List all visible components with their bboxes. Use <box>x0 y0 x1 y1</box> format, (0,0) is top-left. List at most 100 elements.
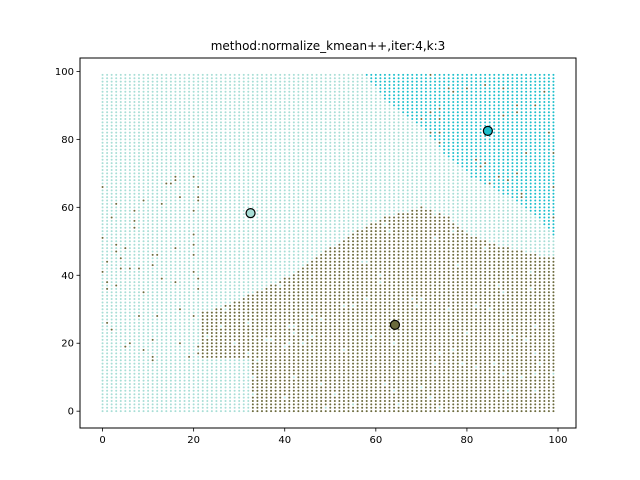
data-point <box>279 142 281 144</box>
data-point <box>320 342 322 344</box>
data-point <box>297 237 299 239</box>
data-point <box>225 407 227 409</box>
data-point <box>161 366 163 368</box>
data-point <box>133 400 135 402</box>
data-point <box>252 281 254 283</box>
data-point <box>170 393 172 395</box>
data-point <box>206 410 208 412</box>
data-point <box>311 254 313 256</box>
data-point <box>170 186 172 188</box>
data-point <box>252 295 254 297</box>
data-point <box>129 407 131 409</box>
data-point <box>225 159 227 161</box>
data-point <box>193 149 195 151</box>
data-point <box>111 407 113 409</box>
data-point <box>284 149 286 151</box>
data-point <box>174 200 176 202</box>
data-point <box>320 152 322 154</box>
data-point <box>252 244 254 246</box>
data-point <box>156 104 158 106</box>
data-point <box>311 200 313 202</box>
data-point <box>215 230 217 232</box>
data-point <box>252 325 254 327</box>
data-point <box>138 332 140 334</box>
data-point <box>184 247 186 249</box>
data-point <box>179 74 181 76</box>
data-point <box>229 135 231 137</box>
data-point <box>179 118 181 120</box>
data-point <box>102 400 104 402</box>
data-point <box>184 111 186 113</box>
data-point <box>243 94 245 96</box>
data-point <box>325 145 327 147</box>
data-point <box>138 400 140 402</box>
data-point <box>179 278 181 280</box>
data-point <box>170 295 172 297</box>
data-point <box>211 359 213 361</box>
data-point <box>256 339 258 341</box>
data-point <box>161 101 163 103</box>
data-point <box>120 206 122 208</box>
data-point <box>111 383 113 385</box>
data-point <box>252 329 254 331</box>
data-point <box>275 234 277 236</box>
data-point <box>215 254 217 256</box>
data-point <box>247 87 249 89</box>
data-point <box>320 257 322 259</box>
data-point <box>188 376 190 378</box>
data-point <box>320 393 322 395</box>
data-point <box>247 369 249 371</box>
data-point <box>256 217 258 219</box>
data-point <box>261 176 263 178</box>
data-point <box>138 349 140 351</box>
data-point <box>297 94 299 96</box>
data-point <box>293 91 295 93</box>
data-point <box>325 227 327 229</box>
data-point <box>179 318 181 320</box>
data-point <box>243 380 245 382</box>
data-point <box>279 244 281 246</box>
data-point <box>220 111 222 113</box>
data-point <box>229 257 231 259</box>
data-point <box>261 230 263 232</box>
data-point <box>138 342 140 344</box>
data-point <box>261 87 263 89</box>
data-point <box>238 196 240 198</box>
data-point <box>284 176 286 178</box>
data-point <box>124 407 126 409</box>
data-point <box>106 352 108 354</box>
data-point <box>284 166 286 168</box>
data-point <box>115 81 117 83</box>
data-point <box>179 301 181 303</box>
data-point <box>270 77 272 79</box>
data-point <box>138 183 140 185</box>
data-point <box>302 155 304 157</box>
data-point <box>197 155 199 157</box>
data-point <box>325 155 327 157</box>
data-point <box>302 393 304 395</box>
data-point <box>138 373 140 375</box>
data-point <box>220 257 222 259</box>
data-point <box>143 101 145 103</box>
data-point <box>152 125 154 127</box>
data-point <box>193 281 195 283</box>
data-point <box>206 77 208 79</box>
data-point <box>279 240 281 242</box>
data-point <box>129 138 131 140</box>
data-point <box>197 325 199 327</box>
data-point <box>266 339 268 341</box>
data-point <box>188 87 190 89</box>
data-point <box>238 108 240 110</box>
data-point <box>320 101 322 103</box>
data-point <box>225 115 227 117</box>
data-point <box>320 386 322 388</box>
data-point <box>184 380 186 382</box>
data-point <box>297 81 299 83</box>
data-point <box>124 230 126 232</box>
data-point <box>115 108 117 110</box>
data-point <box>256 176 258 178</box>
data-point <box>325 315 327 317</box>
data-point <box>307 383 309 385</box>
data-point <box>275 369 277 371</box>
data-point <box>266 104 268 106</box>
